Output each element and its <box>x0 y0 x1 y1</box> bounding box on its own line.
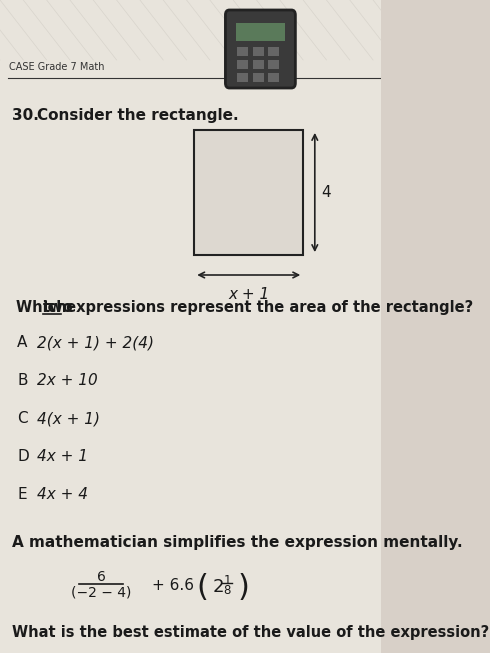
Text: A: A <box>17 335 27 350</box>
Text: 4: 4 <box>321 185 331 200</box>
Text: ): ) <box>238 573 250 602</box>
Bar <box>236 23 285 41</box>
Bar <box>268 73 279 82</box>
Bar <box>253 60 264 69</box>
Bar <box>268 60 279 69</box>
Text: 8: 8 <box>223 584 231 597</box>
FancyBboxPatch shape <box>225 10 295 88</box>
Text: 6: 6 <box>97 570 105 584</box>
Text: What is the best estimate of the value of the expression?: What is the best estimate of the value o… <box>12 625 489 640</box>
Text: 2: 2 <box>213 578 224 596</box>
Text: 1: 1 <box>223 574 231 587</box>
Text: two: two <box>43 300 74 315</box>
Text: C: C <box>17 411 28 426</box>
Text: Consider the rectangle.: Consider the rectangle. <box>37 108 239 123</box>
Text: expressions represent the area of the rectangle?: expressions represent the area of the re… <box>61 300 474 315</box>
Bar <box>268 47 279 56</box>
Bar <box>253 73 264 82</box>
Text: x + 1: x + 1 <box>228 287 270 302</box>
Bar <box>253 47 264 56</box>
Text: 4x + 1: 4x + 1 <box>37 449 88 464</box>
Bar <box>237 60 248 69</box>
Text: (−2 − 4): (−2 − 4) <box>71 586 131 600</box>
Text: D: D <box>17 449 29 464</box>
Text: A mathematician simplifies the expression mentally.: A mathematician simplifies the expressio… <box>12 535 462 550</box>
Text: (: ( <box>196 573 208 602</box>
Text: 30.: 30. <box>12 108 39 123</box>
Text: B: B <box>17 373 27 388</box>
Text: E: E <box>17 487 27 502</box>
Bar <box>237 73 248 82</box>
Text: Which: Which <box>16 300 72 315</box>
Text: 2(x + 1) + 2(4): 2(x + 1) + 2(4) <box>37 335 154 350</box>
Bar <box>195 130 303 255</box>
Text: 4x + 4: 4x + 4 <box>37 487 88 502</box>
Text: + 6.6: + 6.6 <box>151 578 194 593</box>
Bar <box>237 47 248 56</box>
Text: 2x + 10: 2x + 10 <box>37 373 98 388</box>
Text: 4(x + 1): 4(x + 1) <box>37 411 100 426</box>
Text: CASE Grade 7 Math: CASE Grade 7 Math <box>9 62 105 72</box>
